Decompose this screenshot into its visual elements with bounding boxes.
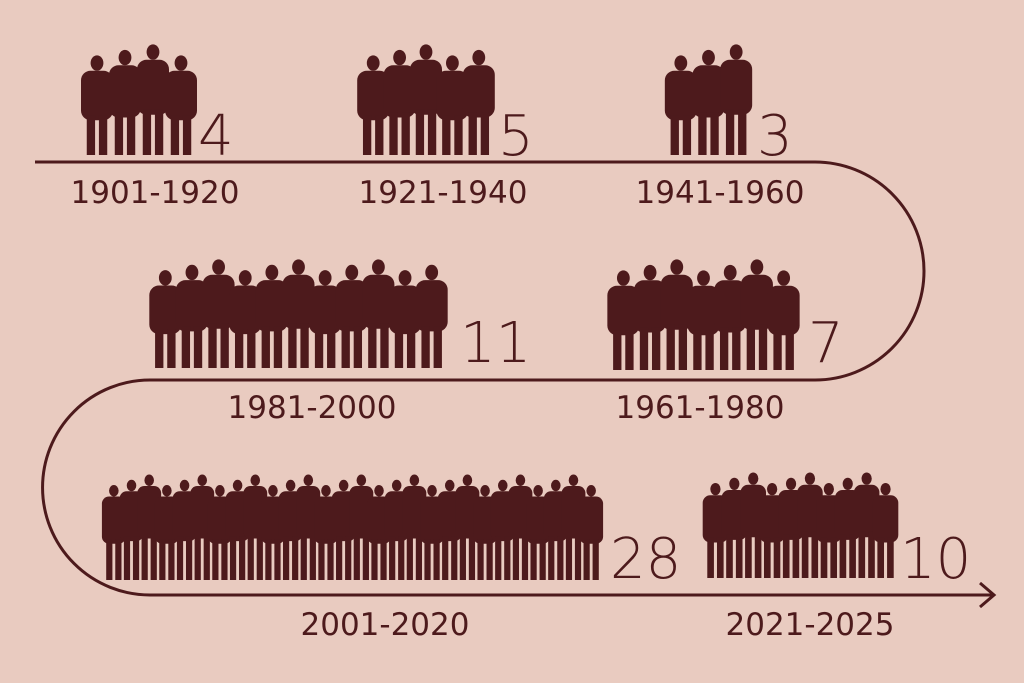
person-icon	[740, 259, 773, 370]
period-group: 4 1901-1920	[71, 44, 240, 211]
period-group: 3 1941-1960	[636, 44, 805, 211]
person-icon	[255, 264, 288, 368]
period-label: 1941-1960	[636, 175, 805, 211]
period-group: 11 1981-2000	[149, 259, 531, 426]
person-icon	[415, 264, 448, 368]
person-icon	[202, 259, 235, 368]
person-icon	[357, 55, 390, 155]
period-label: 1921-1940	[359, 175, 528, 211]
person-icon	[872, 482, 899, 578]
period-label: 2001-2020	[301, 607, 470, 643]
person-icon	[714, 264, 747, 370]
person-icon	[309, 270, 342, 368]
person-icon	[462, 49, 495, 155]
person-icon	[607, 270, 640, 370]
person-icon	[282, 259, 315, 368]
person-icon	[149, 270, 182, 368]
person-icon	[660, 259, 693, 370]
person-icon	[229, 270, 262, 368]
person-icon	[410, 44, 442, 155]
person-icon	[137, 44, 169, 155]
period-label: 2021-2025	[726, 607, 895, 643]
count-label: 11	[460, 311, 531, 376]
person-icon	[436, 55, 469, 155]
person-icon	[335, 264, 368, 368]
person-icon	[389, 270, 422, 368]
person-icon	[175, 264, 208, 368]
count-label: 28	[610, 527, 681, 592]
person-icon	[109, 49, 141, 155]
person-icon	[579, 485, 604, 580]
count-label: 4	[198, 104, 234, 169]
count-label: 7	[808, 311, 844, 376]
period-group: 5 1921-1940	[357, 44, 534, 211]
arrowhead-icon	[979, 581, 997, 609]
period-label: 1901-1920	[71, 175, 240, 211]
period-label: 1961-1980	[616, 390, 785, 426]
person-icon	[664, 55, 697, 155]
person-icon	[692, 49, 725, 155]
period-label: 1981-2000	[228, 390, 397, 426]
person-icon	[720, 44, 753, 155]
period-group: 7 1961-1980	[607, 259, 844, 426]
person-icon	[81, 55, 113, 155]
count-label: 10	[900, 527, 971, 592]
timeline-path	[35, 160, 993, 597]
person-icon	[767, 270, 800, 370]
period-group: 28 2001-2020	[101, 474, 681, 643]
count-label: 3	[757, 104, 793, 169]
person-icon	[634, 264, 667, 370]
person-icon	[383, 49, 416, 155]
person-icon	[687, 270, 720, 370]
person-icon	[362, 259, 395, 368]
person-icon	[165, 55, 197, 155]
count-label: 5	[498, 104, 534, 169]
